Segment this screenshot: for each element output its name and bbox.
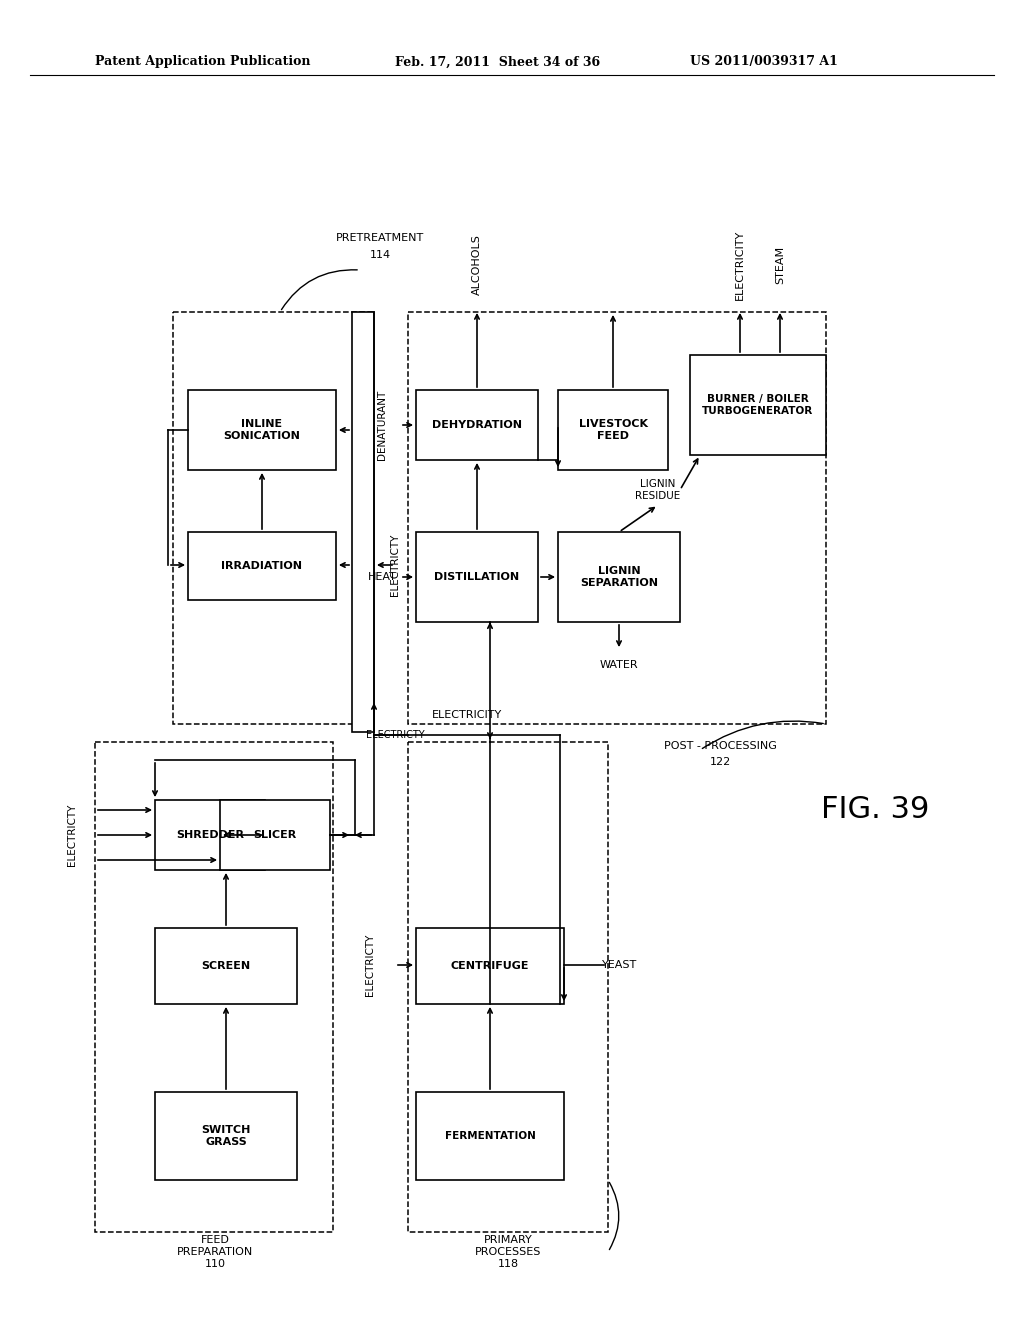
Text: BURNER / BOILER
TURBOGENERATOR: BURNER / BOILER TURBOGENERATOR xyxy=(702,395,814,416)
Text: WATER: WATER xyxy=(600,660,638,671)
Text: POST - PROCESSING: POST - PROCESSING xyxy=(664,741,776,751)
Bar xyxy=(155,800,265,870)
Text: Patent Application Publication: Patent Application Publication xyxy=(95,55,310,69)
Text: ELECTRICTY: ELECTRICTY xyxy=(67,804,77,866)
Text: FEED
PREPARATION
110: FEED PREPARATION 110 xyxy=(177,1236,253,1269)
Text: ALCOHOLS: ALCOHOLS xyxy=(472,235,482,296)
Text: SCREEN: SCREEN xyxy=(202,961,251,972)
Bar xyxy=(416,389,538,459)
Text: PRIMARY
PROCESSES
118: PRIMARY PROCESSES 118 xyxy=(475,1236,542,1269)
Bar xyxy=(558,389,668,470)
Bar xyxy=(690,355,826,455)
Bar xyxy=(352,312,374,733)
Text: FIG. 39: FIG. 39 xyxy=(821,796,929,825)
Text: LIGNIN
RESIDUE: LIGNIN RESIDUE xyxy=(635,479,681,500)
Text: ELECTRICITY: ELECTRICITY xyxy=(432,710,502,719)
Text: Feb. 17, 2011  Sheet 34 of 36: Feb. 17, 2011 Sheet 34 of 36 xyxy=(395,55,600,69)
Bar xyxy=(416,1092,564,1180)
Text: SHREDDER: SHREDDER xyxy=(176,830,244,840)
Text: LIGNIN
SEPARATION: LIGNIN SEPARATION xyxy=(580,566,658,587)
Bar xyxy=(558,532,680,622)
Bar xyxy=(408,312,826,723)
Text: DISTILLATION: DISTILLATION xyxy=(434,572,519,582)
Text: ELECTRICTY: ELECTRICTY xyxy=(366,730,424,741)
Text: SLICER: SLICER xyxy=(253,830,297,840)
Bar xyxy=(408,742,608,1232)
Text: DENATURANT: DENATURANT xyxy=(377,389,387,461)
Text: IRRADIATION: IRRADIATION xyxy=(221,561,302,572)
Text: FERMENTATION: FERMENTATION xyxy=(444,1131,536,1140)
Text: HEAT: HEAT xyxy=(368,572,396,582)
Text: ELECTRICITY: ELECTRICITY xyxy=(735,230,745,300)
Text: DEHYDRATION: DEHYDRATION xyxy=(432,420,522,430)
Bar xyxy=(155,1092,297,1180)
Text: US 2011/0039317 A1: US 2011/0039317 A1 xyxy=(690,55,838,69)
Bar xyxy=(188,389,336,470)
Bar xyxy=(95,742,333,1232)
Text: LIVESTOCK
FEED: LIVESTOCK FEED xyxy=(579,420,647,441)
Text: STEAM: STEAM xyxy=(775,246,785,284)
Bar xyxy=(416,928,564,1005)
Bar xyxy=(155,928,297,1005)
Text: YEAST: YEAST xyxy=(602,960,638,970)
Bar xyxy=(188,532,336,601)
Text: INLINE
SONICATION: INLINE SONICATION xyxy=(223,420,300,441)
Text: CENTRIFUGE: CENTRIFUGE xyxy=(451,961,529,972)
Text: 122: 122 xyxy=(710,756,731,767)
Text: ELECTRICTY: ELECTRICTY xyxy=(365,933,375,997)
Text: SWITCH
GRASS: SWITCH GRASS xyxy=(202,1125,251,1147)
Bar xyxy=(173,312,373,723)
Text: ELECTRICTY: ELECTRICTY xyxy=(390,533,400,597)
Text: PRETREATMENT: PRETREATMENT xyxy=(336,234,424,243)
Bar xyxy=(220,800,330,870)
Bar xyxy=(416,532,538,622)
Text: 114: 114 xyxy=(370,249,390,260)
